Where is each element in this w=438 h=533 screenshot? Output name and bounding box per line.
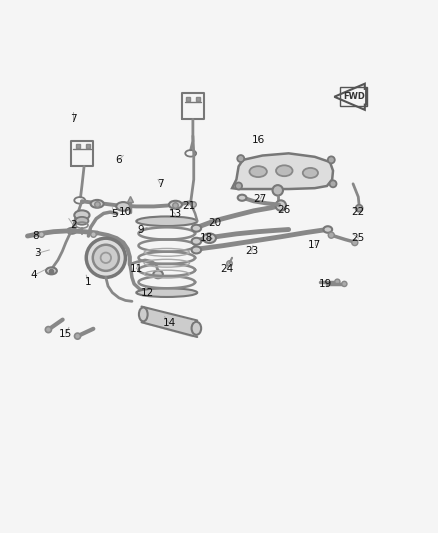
Circle shape [46,327,51,333]
Ellipse shape [139,308,148,321]
Ellipse shape [153,270,163,278]
Text: 11: 11 [130,264,143,273]
Text: 8: 8 [32,231,39,241]
Text: 23: 23 [245,246,258,256]
Text: 5: 5 [111,209,118,219]
Text: 26: 26 [278,205,291,215]
Text: 14: 14 [162,318,176,328]
Text: 7: 7 [157,179,163,189]
Ellipse shape [303,168,318,178]
Circle shape [93,245,119,271]
Text: 4: 4 [31,270,37,280]
Ellipse shape [116,202,130,211]
Text: 27: 27 [254,194,267,204]
Ellipse shape [191,322,201,335]
Circle shape [237,155,244,162]
Circle shape [86,238,125,277]
Ellipse shape [46,268,57,274]
Text: FWD: FWD [343,92,365,101]
Text: 25: 25 [352,233,365,243]
Circle shape [328,156,335,163]
Ellipse shape [191,246,201,254]
Text: 6: 6 [116,155,122,165]
Circle shape [329,180,336,187]
Circle shape [74,333,81,339]
Text: 7: 7 [70,114,77,124]
Circle shape [235,182,242,189]
Text: 2: 2 [70,220,77,230]
Text: 19: 19 [319,279,332,289]
Ellipse shape [74,211,89,220]
Text: 18: 18 [199,233,212,243]
Polygon shape [232,154,333,189]
Text: 1: 1 [85,277,92,287]
Text: 21: 21 [182,200,195,211]
Ellipse shape [191,225,201,232]
Ellipse shape [250,166,267,177]
Ellipse shape [276,165,293,176]
Ellipse shape [75,217,88,225]
Text: 10: 10 [119,207,132,217]
Text: 16: 16 [251,135,265,146]
Ellipse shape [169,201,182,208]
Circle shape [328,232,334,238]
Text: 13: 13 [169,209,182,219]
Text: 20: 20 [208,218,221,228]
Text: 3: 3 [34,248,40,259]
Ellipse shape [136,288,197,297]
Text: 22: 22 [352,207,365,217]
Circle shape [342,281,347,287]
Ellipse shape [136,216,197,226]
Ellipse shape [203,233,216,243]
Circle shape [356,205,363,212]
Ellipse shape [238,195,247,201]
Text: 9: 9 [138,224,144,235]
Circle shape [272,185,283,196]
Ellipse shape [323,226,332,233]
Text: 12: 12 [141,288,154,297]
Circle shape [276,200,286,211]
Circle shape [335,279,340,284]
Text: 17: 17 [308,240,321,250]
Ellipse shape [191,238,201,245]
Text: 24: 24 [220,264,233,273]
Circle shape [352,239,358,246]
Ellipse shape [91,200,104,208]
Text: 15: 15 [59,329,72,339]
